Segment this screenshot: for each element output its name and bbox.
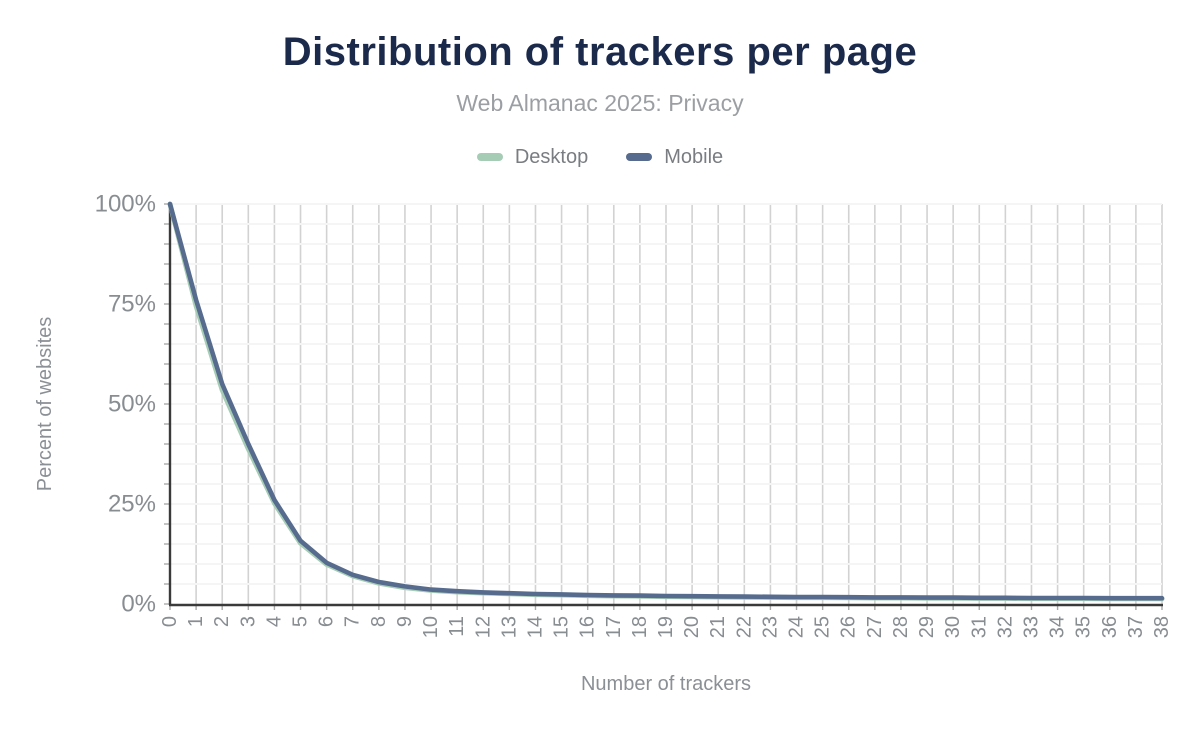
x-tick-label: 22 <box>733 616 755 638</box>
mobile-line <box>167 201 1165 601</box>
series-lines <box>167 201 1165 602</box>
x-axis-title: Number of trackers <box>581 673 751 695</box>
x-tick-label: 10 <box>420 616 442 638</box>
x-tick-label: 1 <box>185 616 207 627</box>
desktop-swatch-icon <box>476 153 503 161</box>
x-tick-label: 12 <box>472 616 494 638</box>
x-tick-label: 27 <box>864 616 886 638</box>
x-tick-label: 18 <box>629 616 651 638</box>
x-tick-label: 20 <box>681 616 703 638</box>
x-tick-label: 30 <box>942 616 964 638</box>
x-tick-label: 16 <box>577 616 599 638</box>
x-tick-label: 3 <box>237 616 259 627</box>
y-tick-label: 25% <box>108 491 156 518</box>
y-tick-label: 75% <box>108 291 156 318</box>
y-tick-label: 0% <box>121 591 156 618</box>
axis-titles: Percent of websites Number of trackers <box>34 317 751 695</box>
x-tick-label: 5 <box>290 616 312 627</box>
x-tick-label: 15 <box>551 616 573 638</box>
x-tick-label: 0 <box>159 616 181 627</box>
x-tick-label: 6 <box>316 616 338 627</box>
legend-item-mobile[interactable]: Mobile <box>626 146 723 169</box>
x-tick-label: 7 <box>342 616 364 627</box>
axes <box>168 203 1163 607</box>
x-tick-label: 8 <box>368 616 390 627</box>
y-tick-labels: 0% 25% 50% 75% 100% <box>95 191 156 618</box>
x-tick-label: 4 <box>263 616 285 627</box>
chart-subtitle: Web Almanac 2025: Privacy <box>456 90 744 116</box>
y-tick-label: 100% <box>95 191 156 218</box>
x-tick-labels: 0 1 2 3 4 5 6 7 8 9 10 11 12 13 14 15 16 17 18 19 20 21 22 23 24… <box>159 616 1173 638</box>
chart-title: Distribution of trackers per page <box>282 30 918 74</box>
x-tick-label: 26 <box>838 616 860 638</box>
x-tick-label: 34 <box>1047 616 1069 638</box>
x-tick-label: 32 <box>994 616 1016 638</box>
x-tick-label: 35 <box>1073 616 1095 638</box>
legend-label-mobile: Mobile <box>664 145 724 168</box>
y-tick-label: 50% <box>108 391 156 418</box>
x-tick-label: 33 <box>1020 616 1042 638</box>
x-tick-label: 21 <box>707 616 729 638</box>
horizontal-gridlines <box>171 203 1162 585</box>
legend-item-desktop[interactable]: Desktop <box>476 145 589 169</box>
x-tick-label: 23 <box>759 616 781 638</box>
x-tick-label: 37 <box>1125 616 1147 638</box>
mobile-swatch-icon <box>626 153 653 161</box>
x-tick-label: 14 <box>524 616 546 638</box>
legend: Desktop Mobile <box>0 142 1200 172</box>
x-tick-label: 24 <box>786 616 808 638</box>
x-tick-label: 2 <box>211 616 233 627</box>
x-tick-label: 11 <box>446 616 468 637</box>
x-tick-label: 29 <box>916 616 938 638</box>
y-axis-title: Percent of websites <box>34 317 56 492</box>
x-tick-label: 9 <box>394 616 416 627</box>
x-tick-label: 13 <box>498 616 520 638</box>
x-tick-label: 38 <box>1151 616 1173 638</box>
x-tick-label: 36 <box>1099 616 1121 638</box>
x-tick-label: 17 <box>603 616 625 638</box>
x-tick-label: 25 <box>812 616 834 638</box>
x-tick-label: 31 <box>968 616 990 638</box>
x-tick-label: 28 <box>890 616 912 638</box>
legend-label-desktop: Desktop <box>514 145 589 168</box>
x-tick-label: 19 <box>655 616 677 638</box>
